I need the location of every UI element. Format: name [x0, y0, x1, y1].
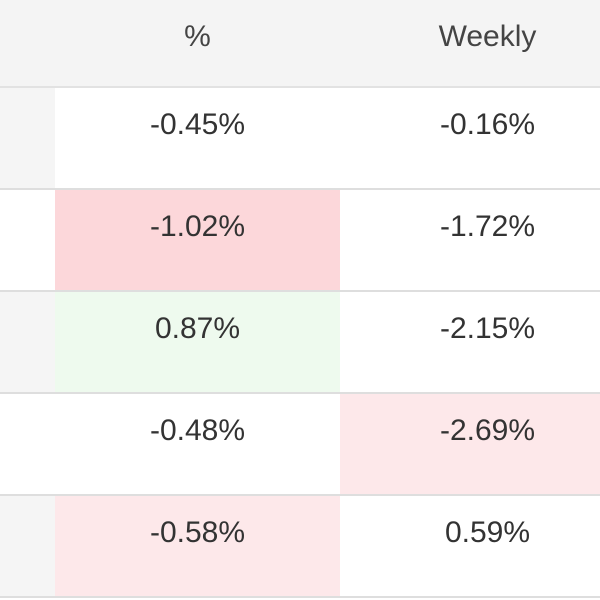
cell: -0.48% — [149, 414, 246, 447]
cell: -2.15% — [439, 312, 536, 345]
row: -0.45% -0.16% — [0, 88, 600, 190]
row: -0.48% -2.69% — [0, 394, 600, 496]
row-strip — [0, 292, 55, 392]
cell: 0.87% — [55, 292, 340, 392]
cell: -0.45% — [149, 108, 246, 141]
row: 0.87% -2.15% — [0, 292, 600, 394]
cell: -2.69% — [340, 394, 600, 494]
cell: -1.02% — [55, 190, 340, 290]
row-strip — [0, 394, 55, 494]
row: -0.58% 0.59% — [0, 496, 600, 598]
row: -1.02% -1.72% — [0, 190, 600, 292]
header-row: % Weekly — [0, 0, 600, 88]
row-strip — [0, 88, 55, 188]
row-strip — [0, 190, 55, 290]
cell: 0.59% — [444, 516, 531, 549]
row-strip — [0, 496, 55, 596]
cell: -0.16% — [439, 108, 536, 141]
cell: -0.58% — [55, 496, 340, 596]
header-cell[interactable]: Weekly — [438, 20, 537, 53]
cell: -1.72% — [439, 210, 536, 243]
header-cell[interactable]: % — [184, 20, 211, 53]
